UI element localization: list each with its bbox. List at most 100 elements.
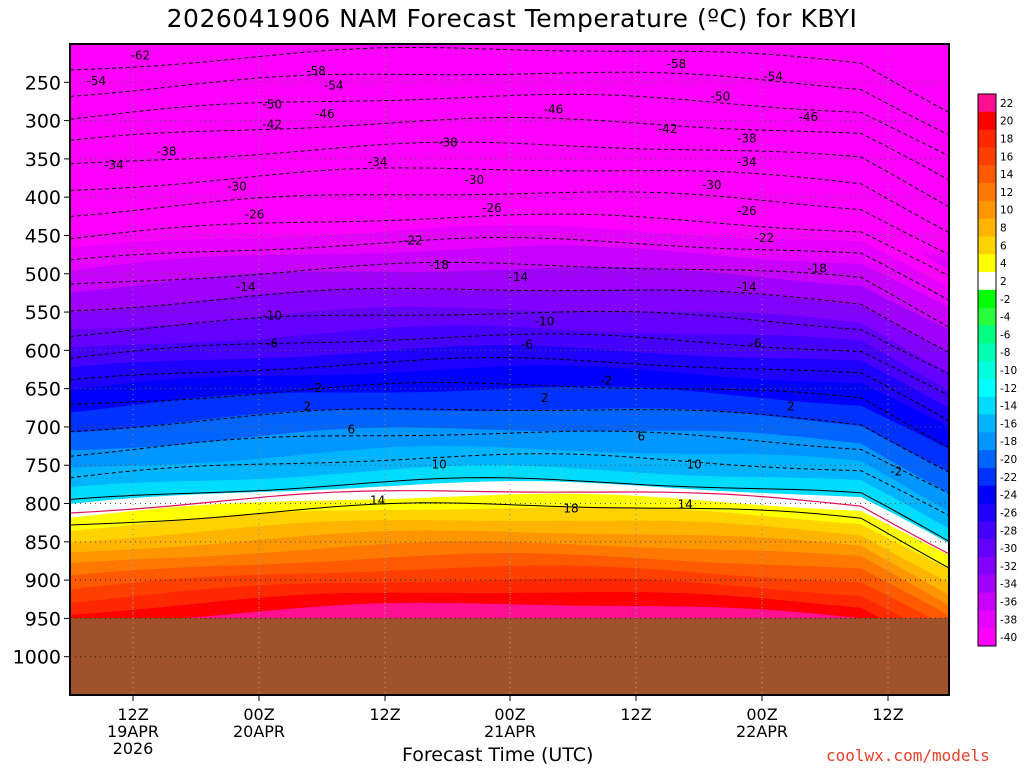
- colorbar-swatch: [978, 432, 996, 451]
- y-axis: 250 300 350 400 450 500 550 600 650 700 750 800 850 9…: [13, 72, 70, 669]
- colorbar-label: -30: [1000, 543, 1017, 555]
- y-tick-label: 1000: [13, 647, 61, 669]
- x-tick-label: 20APR: [233, 722, 285, 741]
- isotherm-label: -38: [438, 135, 458, 149]
- isotherm-label: -26: [245, 207, 265, 221]
- colorbar-swatch: [978, 592, 996, 611]
- y-tick-label: 650: [25, 379, 61, 401]
- isotherm-label: -22: [403, 233, 423, 247]
- colorbar-swatch: [978, 628, 996, 647]
- isotherm-label: -18: [807, 262, 827, 276]
- colorbar-swatch: [978, 111, 996, 131]
- colorbar-swatch: [978, 236, 996, 255]
- colorbar-swatch: [978, 218, 996, 237]
- x-axis-label: Forecast Time (UTC): [402, 744, 594, 766]
- isotherm-label: -26: [482, 201, 502, 215]
- colorbar-label: -4: [1000, 312, 1011, 324]
- colorbar-label: -14: [1000, 401, 1017, 413]
- colorbar-swatch: [978, 200, 996, 220]
- colorbar-swatch: [978, 503, 996, 522]
- colorbar-swatch: [978, 325, 996, 344]
- y-tick-label: 250: [25, 72, 61, 94]
- colorbar-label: -26: [1000, 507, 1017, 519]
- colorbar-label: 10: [1000, 205, 1013, 217]
- colorbar-label: -40: [1000, 632, 1017, 644]
- isotherm-label: -50: [711, 89, 731, 103]
- y-tick-label: 550: [25, 302, 61, 324]
- isotherm-label: -58: [306, 64, 326, 78]
- x-tick-label: 00Z: [746, 705, 777, 724]
- isotherm-label: 14: [678, 498, 693, 512]
- colorbar-swatch: [978, 361, 996, 380]
- x-tick-label: 19APR: [107, 722, 159, 741]
- isotherm-label: 18: [563, 501, 578, 515]
- isotherm-label: -38: [157, 144, 177, 158]
- x-tick-label: 22APR: [736, 722, 788, 741]
- isotherm-label: -14: [508, 270, 528, 284]
- colorbar: 22 20 18 16 14 12 10 8 6 4 2 -2 -4 -6 -8 -10 -12 -14 -16 -1…: [977, 93, 1017, 647]
- colorbar-swatch: [978, 129, 996, 148]
- x-tick-label: 12Z: [117, 705, 148, 724]
- colorbar-label: -24: [1000, 490, 1017, 502]
- isotherm-label: 14: [370, 494, 385, 508]
- isotherm-label: -54: [324, 79, 344, 93]
- isotherm-label: -30: [227, 180, 247, 194]
- y-tick-label: 900: [25, 570, 61, 592]
- y-tick-label: 450: [25, 225, 61, 247]
- isotherm-line: [70, 453, 949, 516]
- colorbar-label: -2: [1000, 294, 1010, 306]
- x-tick-label: 2026: [113, 739, 154, 758]
- colorbar-swatch: [978, 343, 996, 362]
- isotherm-label: -22: [755, 231, 775, 245]
- colorbar-label: 6: [1000, 240, 1007, 252]
- x-tick-label: 00Z: [243, 705, 274, 724]
- isotherm-label: -46: [544, 102, 564, 116]
- colorbar-swatch: [978, 165, 996, 184]
- x-tick-label: 12Z: [369, 705, 400, 724]
- isotherm-label: 10: [432, 458, 447, 472]
- colorbar-label: -34: [1000, 579, 1017, 591]
- colorbar-label: -28: [1000, 525, 1017, 537]
- source-credit[interactable]: coolwx.com/models: [826, 746, 990, 765]
- colorbar-label: 14: [1000, 169, 1014, 181]
- isotherm-label: 2: [541, 391, 549, 405]
- colorbar-swatch: [978, 183, 996, 202]
- colorbar-swatch: [978, 307, 996, 326]
- isotherm-label: -10: [262, 308, 282, 322]
- isotherm-label: -46: [315, 107, 335, 121]
- y-tick-label: 400: [25, 187, 61, 209]
- colorbar-swatch: [978, 414, 996, 433]
- colorbar-swatch: [978, 378, 996, 398]
- colorbar-swatch: [978, 147, 996, 166]
- isotherm-label: -10: [535, 314, 555, 328]
- colorbar-label: 12: [1000, 187, 1013, 199]
- colorbar-label: -22: [1000, 472, 1017, 484]
- y-tick-label: 500: [25, 264, 61, 286]
- isotherm-line: [70, 502, 949, 569]
- x-tick-label: 12Z: [872, 705, 903, 724]
- colorbar-swatch: [978, 94, 996, 113]
- isotherm-label: -6: [521, 337, 533, 351]
- isotherm-label: -62: [131, 49, 151, 63]
- isotherm-label: 2: [787, 399, 795, 413]
- isotherm-line: [70, 333, 949, 397]
- colorbar-label: -32: [1000, 561, 1017, 573]
- chart-title: 2026041906 NAM Forecast Temperature (ºC)…: [166, 4, 858, 33]
- isotherm-label: 2: [304, 399, 312, 413]
- isotherm-label: -6: [750, 337, 762, 351]
- isotherm-label: -54: [87, 74, 107, 88]
- isotherm-label: -6: [266, 337, 278, 351]
- isotherm-label: -2: [310, 381, 322, 395]
- colorbar-swatch: [978, 521, 996, 540]
- y-tick-label: 300: [25, 111, 61, 133]
- colorbar-label: -6: [1000, 329, 1011, 341]
- colorbar-label: 22: [1000, 98, 1013, 110]
- colorbar-swatch: [978, 610, 996, 629]
- colorbar-label: -12: [1000, 383, 1017, 395]
- colorbar-label: -18: [1000, 436, 1017, 448]
- isotherm-label: -54: [763, 69, 783, 83]
- colorbar-label: -38: [1000, 614, 1017, 626]
- isotherm-label: -2: [890, 465, 902, 479]
